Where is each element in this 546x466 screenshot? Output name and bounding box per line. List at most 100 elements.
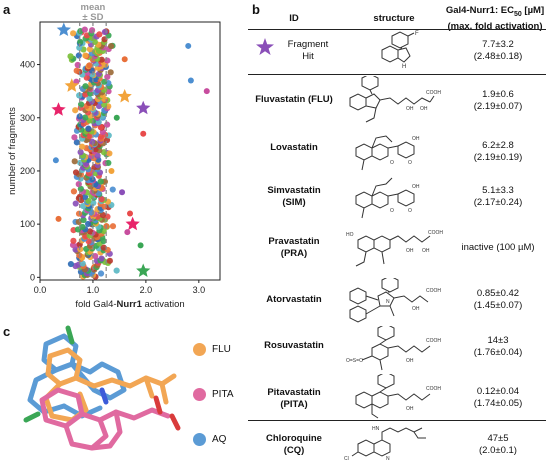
data-point	[75, 218, 82, 226]
data-point	[86, 46, 94, 53]
data-point	[79, 260, 86, 267]
data-point	[75, 210, 83, 217]
svg-text:OH: OH	[412, 306, 420, 312]
y-tick-label: 300	[20, 113, 35, 123]
data-point	[71, 134, 78, 141]
x-tick-label: 0.0	[34, 285, 47, 295]
header-rule	[248, 29, 546, 30]
data-point	[101, 28, 109, 36]
row-act-line2: (2.19±0.19)	[473, 152, 523, 163]
panel-a-chart: a 0.0 1.0 2.0 3.0 0 100 200 300 400 fold Gal4-Nur…	[0, 0, 246, 310]
row-act-line2: (2.48±0.18)	[473, 51, 523, 62]
row-name: Fragment Hit	[262, 39, 354, 63]
svg-text:OH: OH	[422, 248, 430, 254]
data-point	[77, 38, 84, 45]
svg-text:O: O	[390, 208, 394, 214]
svg-text:COOH: COOH	[426, 338, 441, 344]
row-name-line2: (PRA)	[280, 248, 308, 259]
x-tick-label: 1.0	[87, 285, 100, 295]
mean-annotation: mean	[81, 2, 106, 13]
table-row-rosuvastatin: Rosuvastatin O=S=O OH COOH 14±3 (1.76±0.…	[248, 326, 546, 374]
svg-text:O: O	[408, 160, 412, 166]
data-point	[100, 244, 107, 251]
data-point	[107, 42, 115, 50]
legend-dot-aq	[193, 433, 206, 446]
header-ec50-unit: [µM]	[521, 5, 545, 16]
outlier-point	[55, 215, 62, 222]
star-icon	[256, 38, 274, 55]
data-point	[97, 270, 105, 277]
data-point	[80, 216, 87, 224]
svg-text:OH: OH	[420, 106, 428, 112]
data-point	[81, 26, 88, 33]
data-point	[85, 220, 92, 228]
legend-label-aq: AQ	[212, 434, 227, 445]
row-act-line2: (1.76±0.04)	[473, 347, 523, 358]
data-point	[85, 238, 92, 245]
outlier-point	[124, 229, 131, 236]
data-point	[72, 169, 80, 176]
row-name: Simvastatin (SIM)	[248, 185, 340, 209]
row-act-line1: inactive (100 µM)	[461, 242, 535, 253]
star-marker	[125, 216, 140, 231]
row-activity: 0.85±0.42 (1.45±0.07)	[450, 288, 546, 312]
row-name-line1: Chloroquine	[266, 433, 322, 444]
row-name-line2: (CQ)	[283, 445, 305, 456]
data-point	[67, 53, 74, 60]
row-act-line1: 47±5	[487, 433, 509, 444]
legend-label-flu: FLU	[212, 344, 231, 355]
header-id: ID	[289, 13, 299, 24]
data-point	[107, 69, 114, 76]
header-structure: structure	[373, 13, 415, 24]
table-row-pitavastatin: Pitavastatin (PITA) OH COOH 0.12±0.04 (1…	[248, 374, 546, 422]
outlier-point	[185, 42, 192, 49]
y-axis-label: number of fragments	[7, 107, 18, 195]
x-tick-label: 2.0	[140, 285, 153, 295]
outlier-point	[108, 167, 115, 174]
panel-label-c: c	[3, 324, 11, 339]
data-point	[70, 188, 78, 195]
outlier-point	[52, 157, 59, 164]
row-name-line1: Fragment	[287, 39, 329, 50]
row-name: Rosuvastatin	[248, 340, 340, 352]
svg-text:O=S=O: O=S=O	[346, 358, 363, 364]
panel-label-b: b	[252, 2, 260, 17]
header-ec50: Gal4-Nurr1: EC50 [µM] (max. fold activat…	[444, 5, 546, 33]
structure-pravastatin: HO OH OH COOH	[346, 230, 443, 267]
svg-text:F: F	[415, 31, 419, 37]
outlier-point	[119, 189, 126, 196]
svg-text:Cl: Cl	[344, 456, 349, 462]
row-act-line2: (2.19±0.07)	[473, 101, 523, 112]
row-name: Pitavastatin (PITA)	[248, 387, 340, 411]
star-marker	[64, 78, 79, 92]
svg-text:N: N	[386, 299, 390, 305]
star-marker	[117, 89, 132, 103]
data-point	[82, 83, 89, 90]
data-point	[75, 181, 82, 188]
row-name: Lovastatin	[248, 142, 340, 154]
outlier-point	[137, 242, 144, 249]
star-marker	[136, 100, 151, 115]
data-point	[79, 143, 86, 150]
panel-b-table: b ID structure Gal4-Nurr1: EC50 [µM] (ma…	[248, 0, 546, 466]
data-point	[76, 44, 83, 51]
data-point	[82, 52, 89, 59]
data-point	[104, 57, 111, 64]
header-ec50-line2: (max. fold activation)	[447, 20, 543, 32]
y-tick-label: 0	[30, 272, 35, 282]
svg-text:H: H	[402, 64, 406, 70]
row-activity: 1.9±0.6 (2.19±0.07)	[450, 89, 546, 113]
row-activity: inactive (100 µM)	[450, 242, 546, 254]
data-point	[67, 260, 75, 268]
table-row-fragment-hit: Fragment Hit F H 7.7±3.2 (2.48±0.18)	[248, 30, 546, 74]
header-ec50-sub: 50	[513, 10, 522, 18]
svg-text:COOH: COOH	[426, 288, 441, 294]
data-point	[96, 102, 103, 110]
row-act-line2: (1.45±0.07)	[473, 300, 523, 311]
legend-label-pita: PITA	[212, 389, 234, 400]
data-point	[109, 223, 117, 230]
svg-text:OH: OH	[406, 406, 414, 412]
svg-text:HN: HN	[372, 426, 380, 432]
structure-simvastatin: O O OH	[355, 177, 420, 219]
outlier-point	[127, 210, 133, 217]
